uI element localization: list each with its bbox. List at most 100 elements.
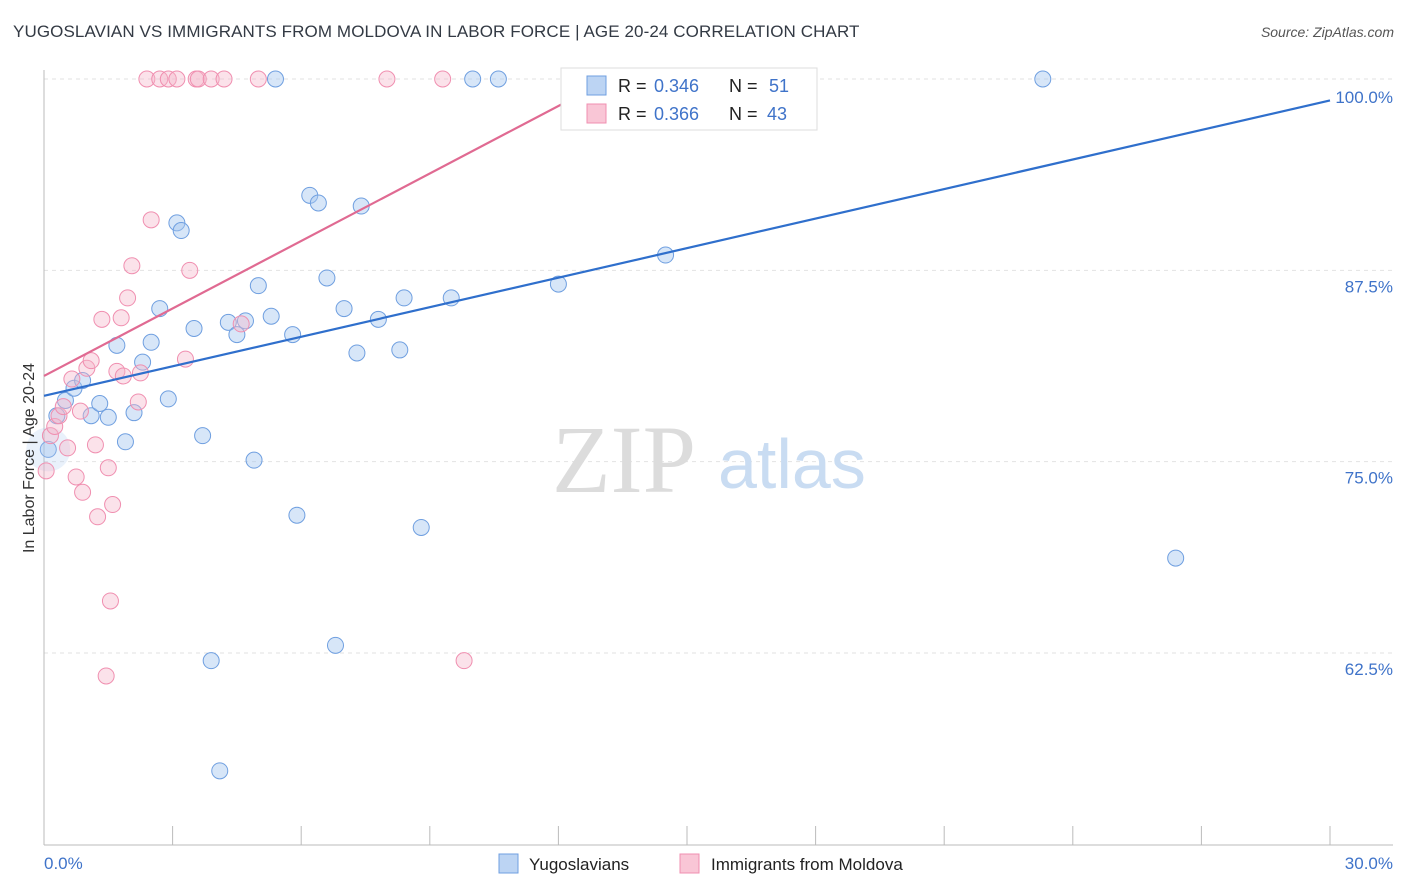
watermark-atlas: atlas [718, 425, 866, 503]
source-credit: Source: ZipAtlas.com [1260, 24, 1394, 40]
point-moldova-13 [89, 508, 107, 526]
gridlines [44, 78, 1393, 654]
point-moldova-37 [232, 315, 250, 333]
point-yugoslavians-31 [309, 194, 327, 212]
point-moldova-27 [142, 211, 160, 229]
point-yugoslavians-40 [412, 518, 430, 536]
point-yugoslavians-11 [134, 353, 152, 371]
point-yugoslavians-24 [245, 451, 263, 469]
point-moldova-24 [129, 393, 147, 411]
x-axis-ticks [43, 826, 1331, 845]
x-tick-label-max: 30.0% [1345, 854, 1393, 873]
point-yugoslavians-32 [318, 269, 336, 287]
point-yugoslavians-10 [125, 404, 143, 422]
axes [43, 70, 1393, 846]
point-moldova-28 [151, 70, 169, 88]
point-moldova-26 [138, 70, 156, 88]
point-moldova-14 [93, 310, 111, 328]
y-tick-label-3: 100.0% [1335, 88, 1393, 107]
point-yugoslavians-19 [202, 652, 220, 670]
point-yugoslavians-0 [39, 440, 57, 458]
y-axis-label: In Labor Force | Age 20-24 [21, 363, 38, 553]
point-moldova-40 [434, 70, 452, 88]
point-yugoslavians-17 [185, 319, 203, 337]
trend-lines [43, 78, 1331, 397]
stats-r-label-pink: R = [618, 104, 647, 124]
legend-swatch-yugoslavians [498, 853, 519, 874]
point-moldova-17 [101, 592, 119, 610]
legend: Yugoslavians Immigrants from Moldova [498, 853, 903, 874]
point-moldova-32 [181, 261, 199, 279]
series-moldova-points [37, 70, 610, 685]
point-yugoslavians-9 [116, 433, 134, 451]
point-moldova-34 [189, 70, 207, 88]
stats-n-value-pink: 43 [767, 104, 787, 124]
point-moldova-7 [67, 468, 85, 486]
point-yugoslavians-20 [211, 762, 229, 780]
point-yugoslavians-12 [142, 333, 160, 351]
point-yugoslavians-15 [168, 214, 186, 232]
stats-n-value-blue: 51 [769, 76, 789, 96]
point-moldova-9 [74, 483, 92, 501]
y-tick-label-2: 87.5% [1345, 277, 1393, 296]
point-yugoslavians-25 [249, 277, 267, 295]
point-yugoslavians-49 [1167, 549, 1185, 567]
legend-label-yugoslavians: Yugoslavians [529, 855, 629, 874]
point-yugoslavians-7 [99, 408, 117, 426]
point-moldova-23 [123, 257, 141, 275]
watermark: ZIP atlas [552, 406, 866, 513]
point-moldova-41 [455, 652, 473, 670]
point-yugoslavians-33 [326, 636, 344, 654]
point-moldova-0 [37, 462, 55, 480]
point-yugoslavians-35 [348, 344, 366, 362]
stats-r-value-blue: 0.346 [654, 76, 699, 96]
point-yugoslavians-cluster [26, 427, 71, 472]
stats-r-value-pink: 0.366 [654, 104, 699, 124]
y-axis-tick-labels: 62.5% 75.0% 87.5% 100.0% [1335, 88, 1393, 679]
stats-swatch-blue [586, 75, 607, 96]
point-moldova-35 [202, 70, 220, 88]
point-moldova-18 [104, 496, 122, 514]
point-moldova-8 [71, 402, 89, 420]
point-moldova-22 [119, 289, 137, 307]
x-tick-label-min: 0.0% [44, 854, 83, 873]
point-yugoslavians-27 [266, 70, 284, 88]
point-yugoslavians-14 [159, 390, 177, 408]
stats-n-label-blue: N = [729, 76, 758, 96]
stats-swatch-pink [586, 103, 607, 124]
point-moldova-38 [249, 70, 267, 88]
point-yugoslavians-43 [489, 70, 507, 88]
point-moldova-3 [50, 407, 68, 425]
y-tick-label-1: 75.0% [1345, 469, 1393, 488]
point-yugoslavians-34 [335, 300, 353, 318]
legend-swatch-moldova [679, 853, 700, 874]
point-yugoslavians-16 [172, 222, 190, 240]
point-moldova-4 [54, 398, 72, 416]
trend-line-moldova [43, 78, 611, 377]
y-tick-label-0: 62.5% [1345, 660, 1393, 679]
point-yugoslavians-44 [549, 275, 567, 293]
watermark-zip: ZIP [552, 406, 696, 513]
point-moldova-6 [63, 370, 81, 388]
point-moldova-12 [86, 436, 104, 454]
point-moldova-10 [78, 359, 96, 377]
point-moldova-5 [59, 439, 77, 457]
trend-line-yugoslavians [43, 99, 1331, 397]
point-moldova-16 [99, 459, 117, 477]
point-yugoslavians-21 [219, 313, 237, 331]
point-moldova-15 [97, 667, 115, 685]
point-moldova-1 [41, 427, 59, 445]
point-moldova-11 [82, 352, 100, 370]
chart-title: YUGOSLAVIAN VS IMMIGRANTS FROM MOLDOVA I… [13, 22, 860, 41]
point-moldova-30 [168, 70, 186, 88]
stats-r-label-blue: R = [618, 76, 647, 96]
point-yugoslavians-5 [82, 407, 100, 425]
point-moldova-36 [215, 70, 233, 88]
point-yugoslavians-6 [91, 395, 109, 413]
point-moldova-2 [46, 417, 64, 435]
point-moldova-29 [159, 70, 177, 88]
stats-n-label-pink: N = [729, 104, 758, 124]
point-yugoslavians-39 [395, 289, 413, 307]
stats-box: R = 0.346 N = 51 R = 0.366 N = 43 [560, 67, 818, 131]
